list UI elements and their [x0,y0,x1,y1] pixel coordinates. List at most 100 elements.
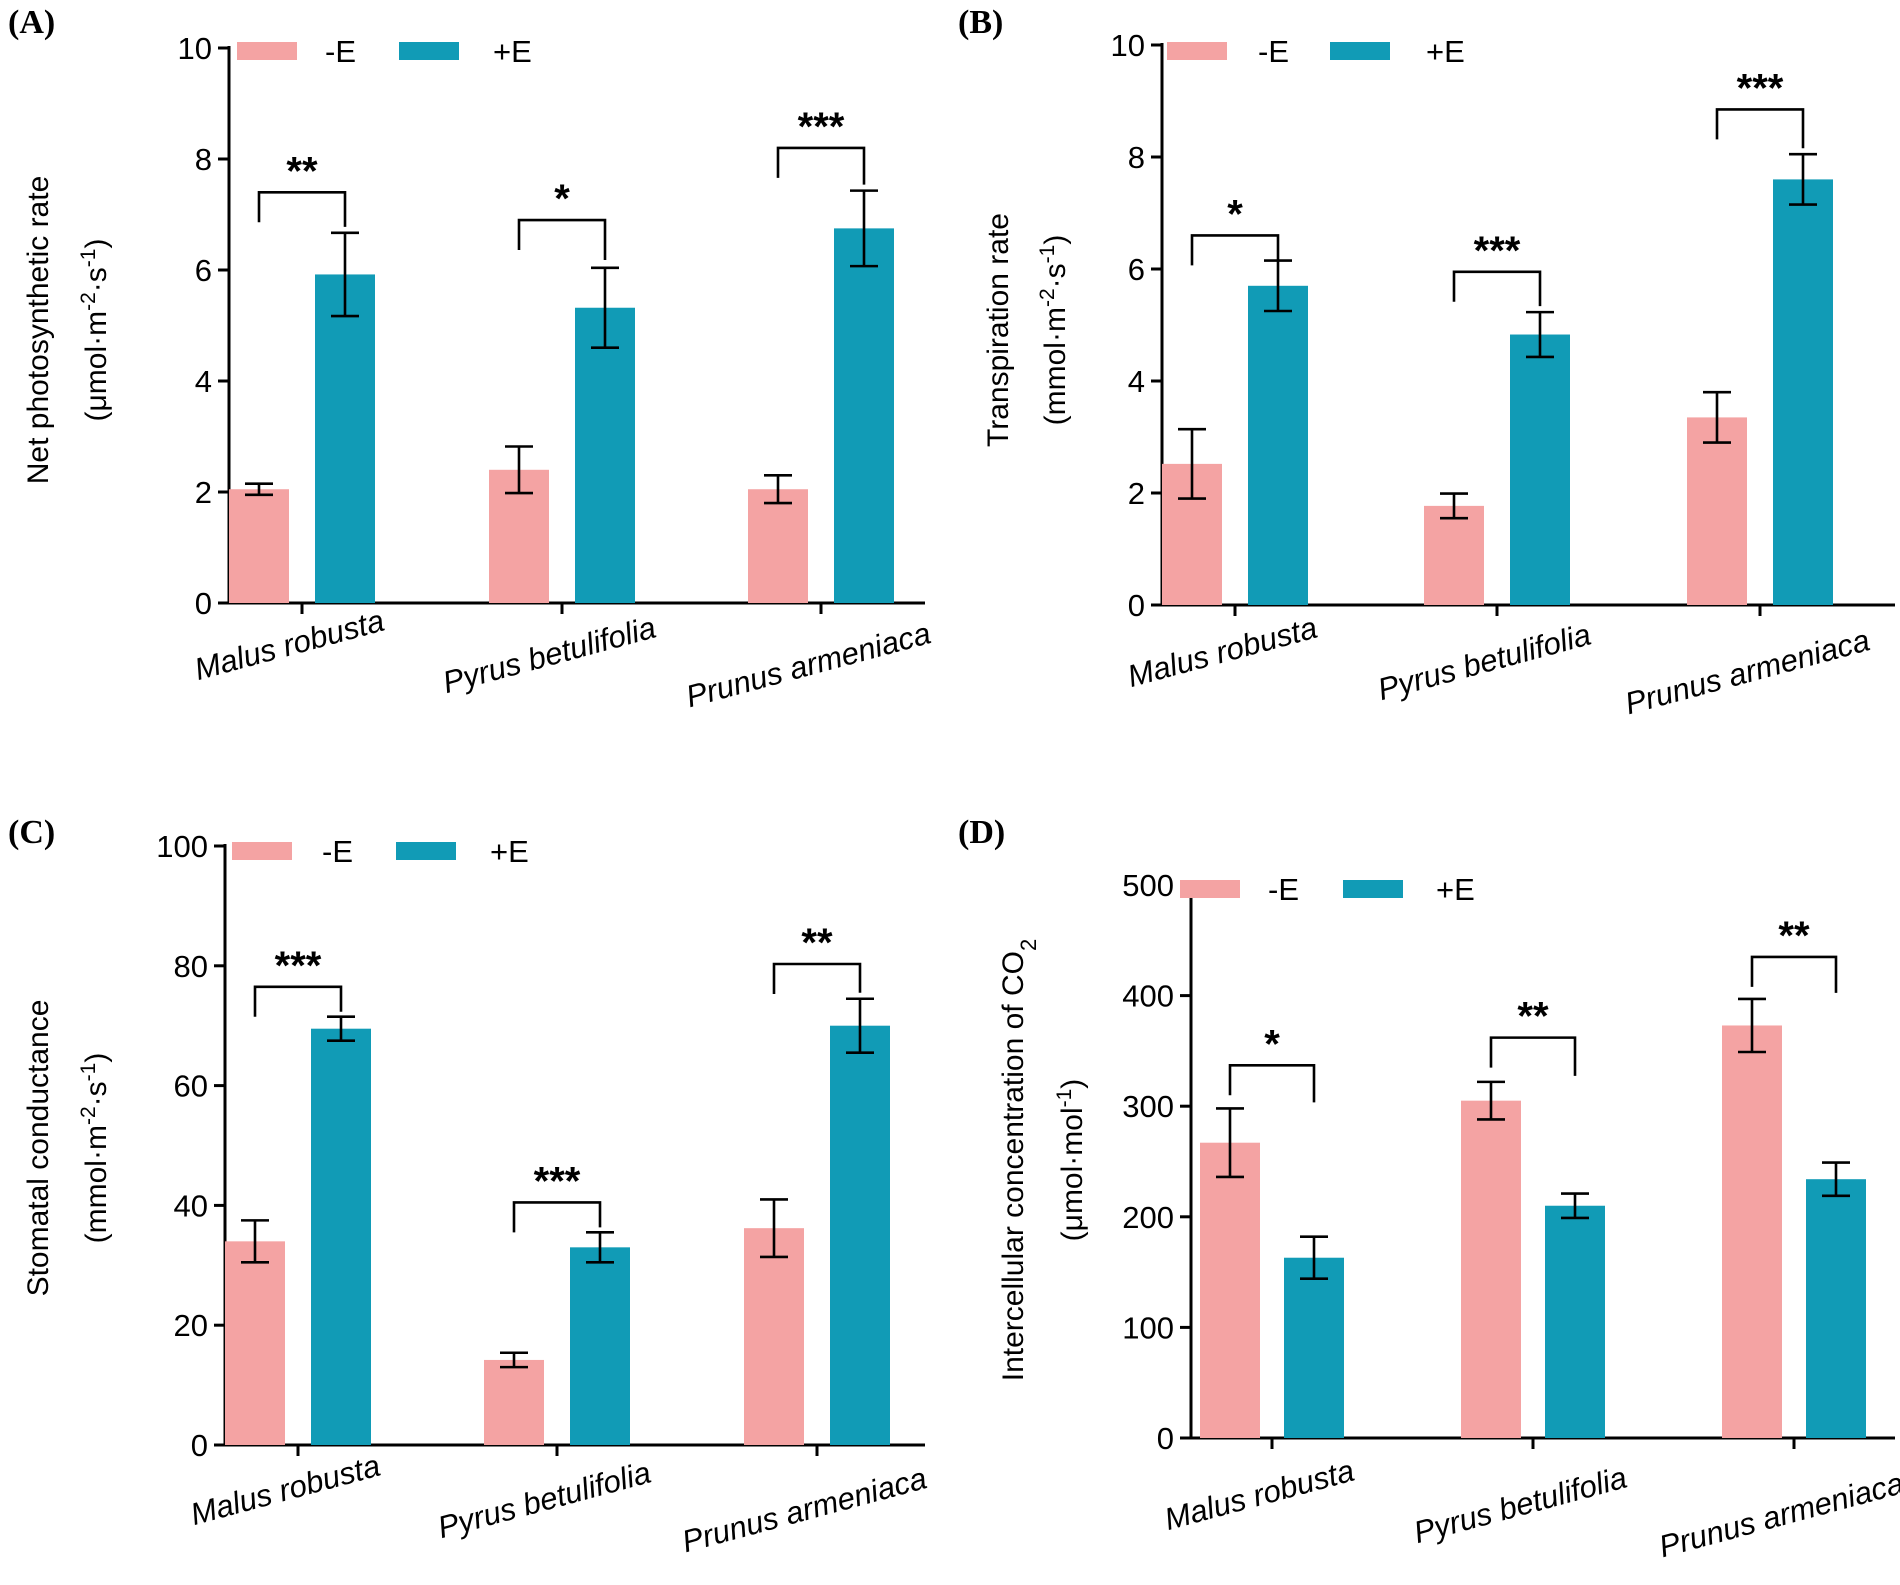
category-label: Prunus armeniaca [678,1460,930,1559]
legend-label-plus-e: +E [1436,872,1475,907]
bar-plus-e [1773,179,1833,605]
category-label: Pyrus betulifolia [1410,1460,1630,1550]
significance-bracket [253,985,343,1017]
category-label: Malus robusta [1124,610,1321,694]
y-axis-title-line2: (mmol·m-2·s-1) [1036,235,1073,426]
significance-marker: ** [286,149,318,193]
significance-marker: *** [1737,66,1784,110]
y-axis-unit-part: ) [80,1053,113,1063]
y-axis-title-line2: (μmol·mol-1) [1053,1079,1090,1242]
legend-swatch-plus-e [1343,880,1403,898]
bar-plus-e [834,228,894,603]
category-label: Pyrus betulifolia [1374,617,1594,707]
y-axis-title-line2: (μmol·m-2·s-1) [77,239,114,422]
bar-plus-e [311,1028,371,1445]
significance-marker: *** [275,944,322,988]
legend-swatch-plus-e [396,842,456,860]
y-tick-label: 200 [1122,1200,1174,1235]
bar-minus-e [484,1359,544,1445]
y-tick-label: 80 [174,949,208,984]
significance-bracket [1489,1036,1577,1076]
category-label: Pyrus betulifolia [434,1455,654,1545]
bar-minus-e [1687,417,1747,605]
y-tick-label: 100 [156,829,208,864]
bar-plus-e [830,1025,890,1445]
y-axis-unit-part: ·s [80,1081,113,1106]
significance-marker: * [1264,1022,1280,1066]
y-axis-unit-part: ·s [1039,263,1072,288]
significance-marker: ** [1778,914,1810,958]
significance-bracket [1190,234,1280,266]
category-label: Malus robusta [187,1448,384,1532]
y-tick-label: 10 [178,31,212,66]
significance-bracket [1452,270,1542,307]
y-axis-title-text: Net photosynthetic rate [22,176,55,485]
bar-plus-e [1806,1179,1866,1438]
y-axis-unit-part: (μmol·m [80,311,113,422]
bar-plus-e [1248,285,1308,605]
legend-swatch-minus-e [1180,880,1240,898]
legend-label-minus-e: -E [1258,34,1289,69]
significance-marker: ** [801,921,833,965]
bar-minus-e [229,489,289,603]
legend-swatch-minus-e [232,842,292,860]
category-label: Prunus armeniaca [682,615,934,714]
significance-marker: ** [1517,995,1549,1039]
y-axis-unit-superscript: -2 [77,292,100,311]
bar-minus-e [748,489,808,603]
y-axis-unit-superscript: -1 [77,1063,100,1082]
y-tick-label: 400 [1122,979,1174,1014]
panel-label: (A) [8,4,55,41]
y-axis-title-text: Transpiration rate [982,213,1015,447]
y-tick-label: 10 [1111,28,1145,63]
bar-plus-e [315,274,375,603]
y-axis-unit-superscript: -1 [77,249,100,268]
y-tick-label: 4 [195,364,212,399]
bar-minus-e [1424,505,1484,605]
legend-label-plus-e: +E [490,834,529,869]
y-axis-title-text: Intercellular concentration of CO [997,951,1030,1381]
significance-bracket [1750,955,1838,993]
y-tick-label: 4 [1128,364,1145,399]
bar-plus-e [1510,334,1570,605]
y-axis-title-subscript: 2 [1016,939,1041,951]
y-axis-title-line1: Stomatal conductance [22,1000,55,1297]
legend-label-minus-e: -E [322,834,353,869]
significance-bracket [776,146,866,185]
significance-marker: * [554,177,570,221]
y-tick-label: 60 [174,1069,208,1104]
y-tick-label: 8 [195,142,212,177]
y-tick-label: 300 [1122,1089,1174,1124]
bar-plus-e [1284,1257,1344,1438]
y-axis-unit-part: ) [1056,1079,1089,1089]
bar-plus-e [575,307,635,603]
category-label: Malus robusta [1161,1453,1358,1537]
panel-label: (B) [958,4,1003,41]
significance-marker: *** [534,1159,581,1203]
y-tick-label: 500 [1122,868,1174,903]
significance-bracket [257,191,347,227]
y-tick-label: 0 [191,1428,208,1463]
y-axis-unit-superscript: -2 [1036,288,1059,307]
y-tick-label: 6 [1128,252,1145,287]
y-tick-label: 40 [174,1188,208,1223]
category-label: Malus robusta [191,603,388,687]
significance-bracket [517,218,607,261]
y-tick-label: 100 [1122,1310,1174,1345]
legend-swatch-plus-e [399,42,459,60]
significance-bracket [1715,108,1805,149]
y-axis-unit-superscript: -2 [77,1106,100,1125]
category-label: Prunus armeniaca [1621,622,1873,721]
y-tick-label: 0 [1128,588,1145,623]
y-tick-label: 0 [195,586,212,621]
bar-minus-e [1200,1142,1260,1438]
y-axis-unit-part: (mmol·m [1039,307,1072,425]
bar-plus-e [1545,1205,1605,1438]
y-tick-label: 20 [174,1308,208,1343]
y-axis-title-line1: Transpiration rate [982,213,1015,447]
